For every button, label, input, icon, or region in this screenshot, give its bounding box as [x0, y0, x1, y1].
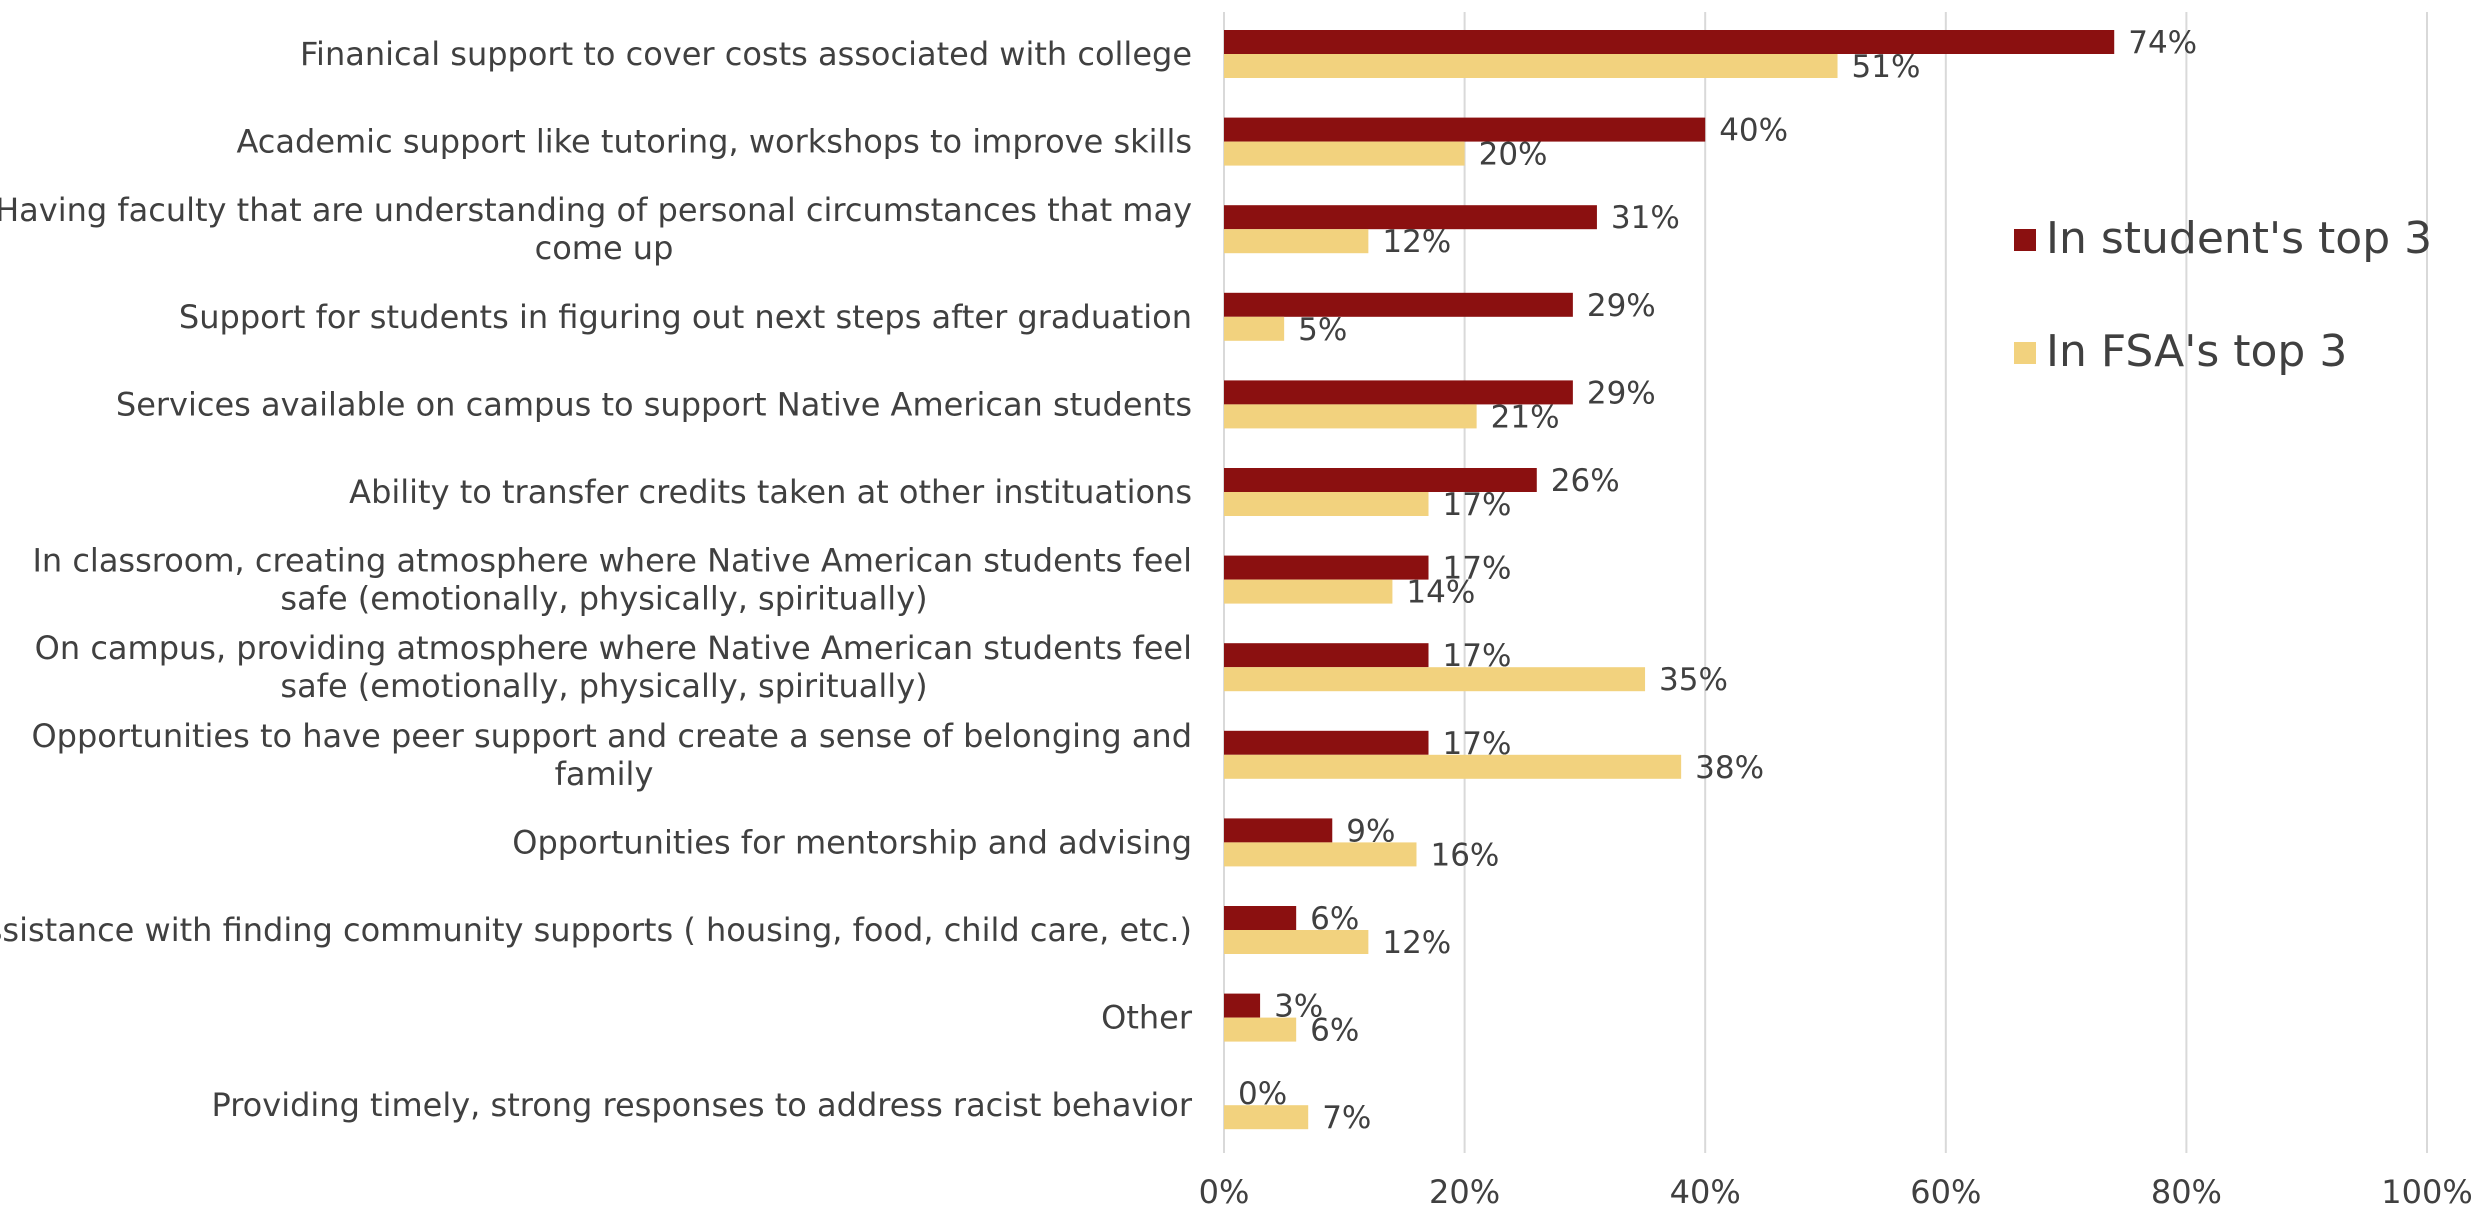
bar-student: [1224, 468, 1537, 492]
bars: [1224, 30, 2115, 1130]
data-label: 9%: [1346, 813, 1395, 849]
data-label: 35%: [1659, 662, 1728, 698]
bar-student: [1224, 818, 1333, 843]
category-label: Academic support like tutoring, workshop…: [236, 123, 1192, 161]
data-label: 17%: [1443, 487, 1512, 523]
bar-fsa: [1224, 579, 1393, 604]
data-label: 26%: [1551, 463, 1620, 499]
category-label: Assistance with finding community suppor…: [0, 911, 1192, 949]
bar-fsa: [1224, 404, 1477, 429]
category-label: In classroom, creating atmosphere where …: [32, 542, 1192, 580]
bar-student: [1224, 643, 1429, 668]
legend-swatch: [2014, 229, 2036, 251]
data-label: 74%: [2128, 25, 2197, 61]
x-tick-label: 60%: [1910, 1173, 1981, 1210]
data-label: 3%: [1274, 989, 1323, 1025]
data-label: 17%: [1443, 726, 1512, 762]
category-label: family: [555, 755, 654, 793]
bar-fsa: [1224, 316, 1285, 341]
gridlines: [1223, 12, 2428, 1153]
data-label: 7%: [1322, 1100, 1371, 1136]
data-label: 20%: [1479, 137, 1548, 173]
bar-fsa: [1224, 141, 1465, 166]
legend-label: In student's top 3: [2046, 213, 2432, 264]
category-label: Other: [1101, 999, 1193, 1037]
category-label: safe (emotionally, physically, spiritual…: [280, 667, 927, 705]
data-label: 14%: [1406, 575, 1475, 611]
x-tick-label: 100%: [2381, 1173, 2472, 1210]
bar-fsa: [1224, 229, 1369, 254]
bar-fsa: [1224, 1105, 1309, 1130]
x-tick-label: 20%: [1429, 1173, 1500, 1210]
x-axis: 0% 20% 40% 60% 80% 100%: [1199, 1173, 2473, 1210]
data-label: 51%: [1852, 49, 1921, 85]
bar-student: [1224, 555, 1429, 580]
x-tick-label: 80%: [2151, 1173, 2222, 1210]
category-label: Support for students in figuring out nex…: [179, 298, 1192, 336]
data-label: 12%: [1382, 925, 1451, 961]
data-label: 12%: [1382, 224, 1451, 260]
category-label: safe (emotionally, physically, spiritual…: [280, 580, 927, 618]
bar-fsa: [1224, 754, 1682, 779]
data-label: 21%: [1491, 399, 1560, 435]
bar-student: [1224, 380, 1573, 405]
category-label: Opportunities for mentorship and advisin…: [512, 823, 1192, 861]
data-label: 6%: [1310, 901, 1359, 937]
legend-swatch: [2014, 342, 2036, 364]
labels: 74% 51% Finanical support to cover costs a…: [0, 25, 2197, 1136]
data-label: 17%: [1443, 551, 1512, 587]
data-label: 38%: [1695, 750, 1764, 786]
data-label: 31%: [1611, 200, 1680, 236]
bar-fsa: [1224, 492, 1429, 516]
category-label: Having faculty that are understanding of…: [0, 191, 1192, 229]
x-tick-label: 40%: [1670, 1173, 1741, 1210]
category-label: On campus, providing atmosphere where Na…: [35, 629, 1192, 667]
bar-fsa: [1224, 842, 1417, 867]
category-label: come up: [535, 229, 674, 267]
bar-student: [1224, 906, 1297, 930]
bar-student: [1224, 730, 1429, 755]
bar-student: [1224, 205, 1597, 230]
data-label: 17%: [1443, 638, 1512, 674]
bar-student: [1224, 292, 1573, 317]
category-label: Services available on campus to support …: [116, 385, 1192, 423]
category-label: Opportunities to have peer support and c…: [31, 717, 1192, 755]
x-tick-label: 0%: [1199, 1173, 1250, 1210]
category-label: Providing timely, strong responses to ad…: [211, 1086, 1192, 1124]
bar-fsa: [1224, 54, 1838, 78]
data-label: 29%: [1587, 288, 1656, 324]
bar-fsa: [1224, 1017, 1297, 1042]
category-label: Finanical support to cover costs associa…: [300, 35, 1192, 73]
category-label: Ability to transfer credits taken at oth…: [349, 473, 1192, 511]
data-label: 0%: [1238, 1076, 1287, 1112]
data-label: 6%: [1310, 1013, 1359, 1049]
data-label: 29%: [1587, 375, 1656, 411]
bar-fsa: [1224, 667, 1646, 692]
data-label: 5%: [1298, 312, 1347, 348]
data-label: 16%: [1430, 837, 1499, 873]
legend-label: In FSA's top 3: [2046, 326, 2347, 377]
bar-student: [1224, 30, 2115, 54]
bar-fsa: [1224, 930, 1369, 954]
bar-student: [1224, 993, 1261, 1018]
bar-student: [1224, 117, 1706, 142]
legend: In student's top 3 In FSA's top 3: [2014, 213, 2432, 377]
data-label: 40%: [1719, 113, 1788, 149]
